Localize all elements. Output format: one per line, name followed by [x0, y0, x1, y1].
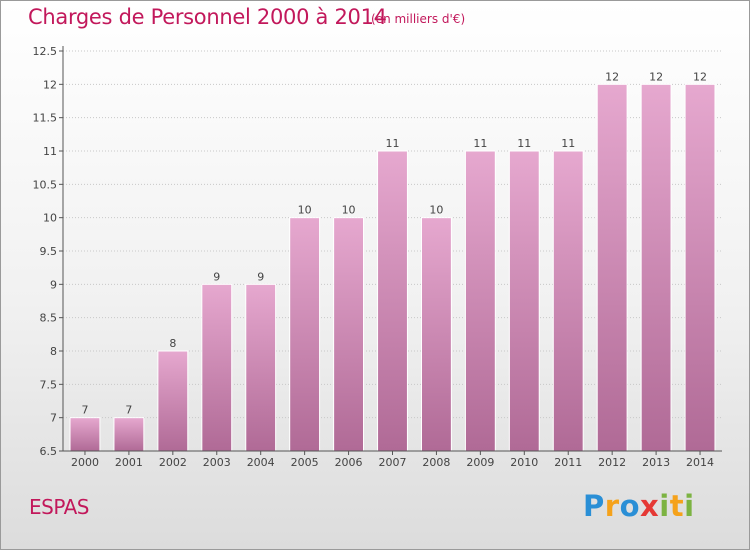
logo-letter: i — [659, 489, 670, 523]
value-label: 12 — [693, 70, 707, 83]
x-tick-label: 2004 — [247, 456, 275, 469]
y-tick-label: 8.5 — [40, 312, 58, 325]
bar — [420, 217, 452, 452]
x-tick-label: 2012 — [598, 456, 626, 469]
y-tick-label: 9.5 — [40, 245, 58, 258]
y-tick-label: 11.5 — [33, 112, 58, 125]
value-label: 8 — [169, 337, 176, 350]
logo-letter: r — [604, 489, 620, 523]
y-tick-label: 7.5 — [40, 378, 58, 391]
value-label: 7 — [125, 404, 132, 417]
x-tick-label: 2000 — [71, 456, 99, 469]
x-tick-label: 2007 — [379, 456, 407, 469]
bar — [69, 417, 101, 452]
y-tick-label: 7 — [50, 412, 57, 425]
value-label: 12 — [605, 70, 619, 83]
bar — [640, 83, 672, 452]
y-tick-label: 10 — [43, 212, 57, 225]
value-label: 11 — [473, 137, 487, 150]
bar — [201, 283, 233, 452]
x-tick-label: 2001 — [115, 456, 143, 469]
logo-letter: t — [669, 489, 685, 523]
bar — [596, 83, 628, 452]
value-label: 11 — [561, 137, 575, 150]
value-label: 12 — [649, 70, 663, 83]
x-tick-label: 2002 — [159, 456, 187, 469]
x-tick-label: 2013 — [642, 456, 670, 469]
chart-subtitle: (en milliers d'€) — [371, 12, 466, 26]
commune-name: ESPAS — [29, 495, 90, 519]
x-tick-label: 2008 — [422, 456, 450, 469]
y-tick-label: 12 — [43, 78, 57, 91]
x-tick-label: 2009 — [466, 456, 494, 469]
x-tick-label: 2011 — [554, 456, 582, 469]
x-tick-label: 2006 — [335, 456, 363, 469]
bar — [552, 150, 584, 452]
bar — [508, 150, 540, 452]
value-label: 11 — [517, 137, 531, 150]
x-tick-labels: 2000 2001 2002 2003 2004 2005 2006 2007 2008 2009… — [71, 451, 714, 469]
x-tick-label: 2010 — [510, 456, 538, 469]
bar — [464, 150, 496, 452]
y-tick-label: 9 — [50, 278, 57, 291]
bars — [69, 83, 716, 452]
y-tick-label: 12.5 — [33, 45, 58, 58]
value-labels: 7 7 8 9 9 10 10 11 10 11 11 11 12 12 12 — [81, 70, 707, 416]
bar — [289, 217, 321, 452]
value-label: 11 — [386, 137, 400, 150]
value-label: 10 — [342, 204, 356, 217]
y-tick-label: 11 — [43, 145, 57, 158]
bar — [333, 217, 365, 452]
bar — [377, 150, 408, 452]
logo-letter: x — [640, 489, 660, 523]
bar — [245, 283, 277, 452]
value-label: 7 — [81, 404, 88, 417]
y-tick-label: 10.5 — [33, 178, 58, 191]
proxiti-logo: Proxiti — [583, 489, 695, 523]
bar — [113, 417, 145, 452]
y-tick-labels: 6.5 7 7.5 8 8.5 9 9.5 10 10.5 11 11.5 12 12.5 — [33, 45, 63, 458]
value-label: 10 — [429, 204, 443, 217]
y-tick-label: 8 — [50, 345, 57, 358]
logo-letter: P — [583, 489, 605, 523]
x-tick-label: 2005 — [291, 456, 319, 469]
logo-letter: i — [684, 489, 695, 523]
chart-title: Charges de Personnel 2000 à 2014 — [28, 5, 387, 29]
value-label: 9 — [257, 270, 264, 283]
bar — [684, 83, 716, 452]
x-tick-label: 2014 — [686, 456, 714, 469]
y-tick-label: 6.5 — [40, 445, 58, 458]
value-label: 10 — [298, 204, 312, 217]
x-tick-label: 2003 — [203, 456, 231, 469]
bar — [157, 350, 189, 452]
logo-letter: o — [619, 489, 641, 523]
value-label: 9 — [213, 270, 220, 283]
